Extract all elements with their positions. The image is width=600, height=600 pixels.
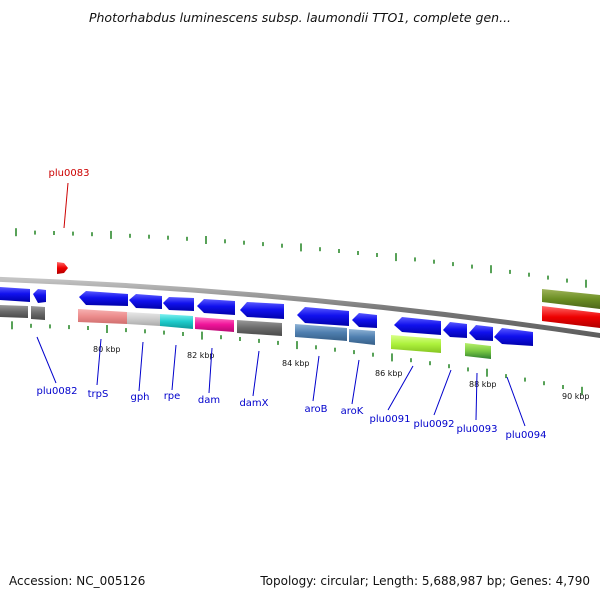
gene-feature-plu0082[interactable] — [0, 305, 28, 318]
gene-label-plu0082[interactable]: plu0082 — [37, 386, 78, 397]
scale-label: 90 kbp — [562, 392, 590, 401]
leader-line — [312, 355, 320, 402]
cds-feature[interactable] — [163, 297, 194, 311]
forward-strand-track — [57, 262, 600, 328]
scale-ticks-inner — [11, 321, 583, 395]
gene-feature-aroB[interactable] — [295, 324, 347, 341]
gene-label-plu0083[interactable]: plu0083 — [49, 168, 90, 179]
cds-feature[interactable] — [79, 291, 128, 306]
leader-line — [387, 365, 414, 411]
gene-label-plu0094[interactable]: plu0094 — [506, 430, 547, 441]
leader-line — [433, 369, 452, 416]
scale-label: 80 kbp — [93, 345, 121, 354]
gene-label-plu0093[interactable]: plu0093 — [457, 424, 498, 435]
cds-feature[interactable] — [129, 294, 162, 309]
leader-line — [475, 372, 478, 421]
scale-ticks-outer — [15, 228, 587, 288]
scale-labels: 80 kbp 82 kbp 84 kbp 86 kbp 88 kbp 90 kb… — [93, 345, 590, 401]
gene-label-aroB[interactable]: aroB — [305, 404, 328, 415]
gene-label-plu0091[interactable]: plu0091 — [370, 414, 411, 425]
cds-feature[interactable] — [240, 302, 284, 319]
scale-label: 82 kbp — [187, 351, 215, 360]
reverse-strand-track — [0, 287, 533, 346]
cds-feature[interactable] — [542, 289, 600, 309]
gene-feature-gph[interactable] — [127, 312, 160, 326]
gene-label-dam[interactable]: dam — [198, 395, 220, 406]
gene-feature-plu0091[interactable] — [391, 335, 441, 353]
gene-leader-lines — [36, 336, 526, 427]
scale-label: 86 kbp — [375, 369, 403, 378]
scale-label: 84 kbp — [282, 359, 310, 368]
gene-feature-rpe[interactable] — [160, 314, 193, 329]
cds-feature[interactable] — [394, 317, 441, 335]
leader-line — [506, 376, 526, 427]
page-title: Photorhabdus luminescens subsp. laumondi… — [88, 10, 512, 25]
gene-track — [0, 305, 491, 359]
gene-feature-plu0083[interactable] — [57, 262, 68, 274]
leader-line — [252, 350, 260, 397]
gene-label-trpS[interactable]: trpS — [88, 389, 109, 400]
cds-feature[interactable] — [297, 307, 349, 326]
scale-label: 88 kbp — [469, 380, 497, 389]
leader-line — [171, 344, 177, 391]
gene-feature-trpS[interactable] — [78, 309, 127, 324]
gene-label-plu0092[interactable]: plu0092 — [414, 419, 455, 430]
gene-label-damX[interactable]: damX — [239, 398, 268, 409]
leader-line — [138, 341, 144, 392]
cds-feature[interactable] — [443, 322, 467, 338]
gene-feature-damX[interactable] — [237, 320, 282, 336]
cds-feature[interactable] — [33, 289, 46, 303]
cds-feature[interactable] — [0, 287, 30, 302]
gene-label-rpe[interactable]: rpe — [164, 391, 181, 402]
cds-feature[interactable] — [197, 299, 235, 315]
gene-feature-plu0093[interactable] — [465, 343, 491, 359]
cds-feature[interactable] — [469, 325, 493, 341]
cds-feature[interactable] — [352, 313, 377, 328]
gene-labels: plu0083 plu0082 trpS gph rpe dam damX ar… — [37, 168, 547, 441]
gene-feature-dam[interactable] — [195, 317, 234, 332]
leader-line — [208, 347, 213, 394]
leader-line-highlight — [63, 182, 69, 229]
gene-feature-aroK[interactable] — [349, 329, 375, 345]
accession-text: Accession: NC_005126 — [9, 574, 146, 588]
cds-feature[interactable] — [542, 306, 600, 328]
leader-line — [351, 359, 360, 405]
leader-line — [36, 336, 57, 384]
gene-feature-plu0082[interactable] — [31, 306, 45, 320]
gene-label-aroK[interactable]: aroK — [341, 406, 364, 417]
gene-label-gph[interactable]: gph — [130, 392, 149, 403]
cds-feature[interactable] — [494, 328, 533, 346]
dna-backbone — [0, 276, 600, 339]
leader-line — [96, 338, 102, 386]
topology-text: Topology: circular; Length: 5,688,987 bp… — [260, 574, 590, 588]
